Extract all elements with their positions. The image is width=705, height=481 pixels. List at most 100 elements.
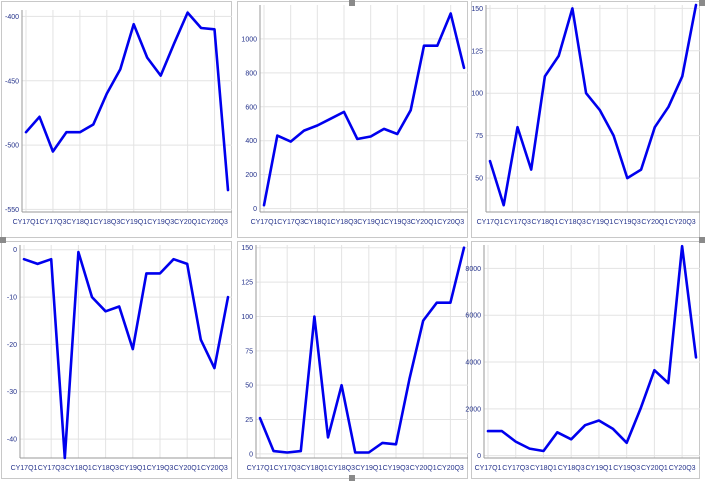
x-tick-label: CY18Q3 (93, 219, 120, 226)
x-tick-label: CY20Q3 (201, 219, 228, 226)
y-tick-label: 100 (471, 91, 483, 98)
x-tick-label: CY19Q1 (586, 219, 613, 226)
series-line (24, 11, 230, 192)
y-tick-label: 25 (245, 417, 253, 424)
x-tick-label: CY19Q3 (384, 219, 411, 226)
x-tick-label: CY18Q3 (558, 465, 585, 472)
series-line (258, 246, 466, 454)
y-tick-label: 400 (245, 138, 257, 145)
line-chart-5: 0 25 50 75 100 125 150 CY17Q1 CY17Q3 CY18Q1 CY18Q3… (237, 241, 468, 479)
y-tick-label: 75 (475, 133, 483, 140)
y-tick-label: 4000 (465, 360, 481, 367)
y-tick-label: 0 (13, 247, 17, 254)
y-tick-label: -400 (5, 14, 19, 21)
y-tick-label: 800 (245, 70, 257, 77)
y-tick-label: -550 (5, 207, 19, 214)
x-tick-label: CY19Q1 (119, 465, 146, 472)
chart-panel-4: -40 -30 -20 -10 0 CY17Q1 CY17Q3 CY18Q1 CY18Q3 CY1… (0, 240, 234, 481)
panel-frame (1, 241, 232, 479)
y-tick-label: 150 (241, 245, 253, 252)
x-tick-label: CY17Q3 (502, 465, 529, 472)
x-tick-label: CY19Q1 (586, 465, 613, 472)
y-tick-label: -30 (7, 389, 17, 396)
x-tick-label: CY20Q1 (641, 465, 668, 472)
y-tick-label: 0 (249, 451, 253, 458)
resize-handle-middle-right[interactable] (699, 237, 705, 243)
x-tick-label: CY17Q3 (40, 219, 67, 226)
x-tick-label: CY17Q3 (277, 219, 304, 226)
y-tick-label: 125 (241, 280, 253, 287)
y-tick-label: 50 (475, 176, 483, 183)
resize-handle-top-right[interactable] (699, 0, 705, 6)
x-tick-label: CY18Q3 (328, 465, 355, 472)
y-tick-label: 1000 (241, 36, 257, 43)
y-tick-label: 200 (245, 172, 257, 179)
x-tick-label: CY19Q3 (614, 219, 641, 226)
x-tick-label: CY20Q1 (174, 465, 201, 472)
x-tick-label: CY20Q3 (201, 465, 228, 472)
chart-panel-6: 0 2000 4000 6000 8000 CY17Q1 CY17Q3 CY18Q1 CY18Q… (465, 240, 702, 481)
x-tick-label: CY19Q1 (355, 465, 382, 472)
x-tick-label: CY18Q1 (66, 219, 93, 226)
series-line (262, 12, 466, 207)
x-tick-label: CY17Q1 (247, 465, 274, 472)
x-tick-label: CY20Q1 (641, 219, 668, 226)
y-tick-label: -500 (5, 143, 19, 150)
y-tick-label: 100 (241, 314, 253, 321)
x-tick-label: CY17Q1 (477, 219, 504, 226)
x-tick-label: CY18Q3 (559, 219, 586, 226)
x-tick-label: CY17Q1 (475, 465, 502, 472)
chart-panel-3: 50 75 100 125 150 CY17Q1 CY17Q3 CY18Q1 CY18Q3 CY1… (470, 0, 702, 240)
x-tick-label: CY20Q1 (410, 465, 437, 472)
panel-frame (237, 1, 468, 238)
y-tick-label: 50 (245, 383, 253, 390)
y-tick-label: 2000 (465, 406, 481, 413)
x-tick-label: CY19Q3 (383, 465, 410, 472)
y-tick-label: 6000 (465, 313, 481, 320)
chart-panel-1: -550 -500 -450 -400 CY17Q1 CY17Q3 CY18Q1 CY18Q3… (0, 0, 234, 240)
x-tick-label: CY20Q3 (669, 465, 696, 472)
x-tick-label: CY18Q1 (301, 465, 328, 472)
y-tick-label: 600 (245, 104, 257, 111)
y-tick-label: 0 (253, 206, 257, 213)
y-tick-label: 150 (471, 6, 483, 13)
x-tick-label: CY19Q3 (147, 219, 174, 226)
x-tick-label: CY17Q3 (274, 465, 301, 472)
x-tick-label: CY20Q1 (411, 219, 438, 226)
x-tick-label: CY18Q1 (530, 465, 557, 472)
y-tick-label: 0 (477, 453, 481, 460)
y-tick-label: -20 (7, 342, 17, 349)
x-tick-label: CY20Q1 (174, 219, 201, 226)
x-tick-label: CY20Q3 (669, 219, 696, 226)
panel-frame (471, 241, 700, 479)
chart-panel-2: 0 200 400 600 800 1000 CY17Q1 CY17Q3 CY18Q1 CY18Q… (236, 0, 470, 240)
x-tick-label: CY20Q3 (437, 219, 464, 226)
y-tick-label: 125 (471, 48, 483, 55)
chart-panel-5: 0 25 50 75 100 125 150 CY17Q1 CY17Q3 CY18Q1 CY18Q3… (236, 240, 470, 481)
x-tick-label: CY18Q3 (331, 219, 358, 226)
x-tick-label: CY19Q1 (120, 219, 147, 226)
line-chart-6: 0 2000 4000 6000 8000 CY17Q1 CY17Q3 CY18Q1 CY18Q… (465, 241, 700, 479)
line-chart-1: -550 -500 -450 -400 CY17Q1 CY17Q3 CY18Q1 CY18Q3… (1, 1, 232, 238)
y-tick-label: 8000 (465, 266, 481, 273)
x-tick-label: CY19Q3 (613, 465, 640, 472)
panel-frame (1, 1, 232, 238)
y-tick-label: -10 (7, 295, 17, 302)
x-tick-label: CY20Q3 (437, 465, 464, 472)
x-tick-label: CY18Q1 (65, 465, 92, 472)
resize-handle-bottom-center[interactable] (349, 475, 355, 481)
x-tick-label: CY17Q1 (251, 219, 278, 226)
x-tick-label: CY18Q1 (532, 219, 559, 226)
x-tick-label: CY17Q1 (13, 219, 40, 226)
x-tick-label: CY17Q1 (11, 465, 38, 472)
line-chart-2: 0 200 400 600 800 1000 CY17Q1 CY17Q3 CY18Q1 CY18Q… (237, 1, 468, 238)
series-line (488, 3, 698, 207)
resize-handle-middle-left[interactable] (0, 237, 6, 243)
resize-handle-top-center[interactable] (349, 0, 355, 6)
x-tick-label: CY17Q3 (38, 465, 65, 472)
y-tick-label: -40 (7, 437, 17, 444)
y-tick-label: -450 (5, 78, 19, 85)
